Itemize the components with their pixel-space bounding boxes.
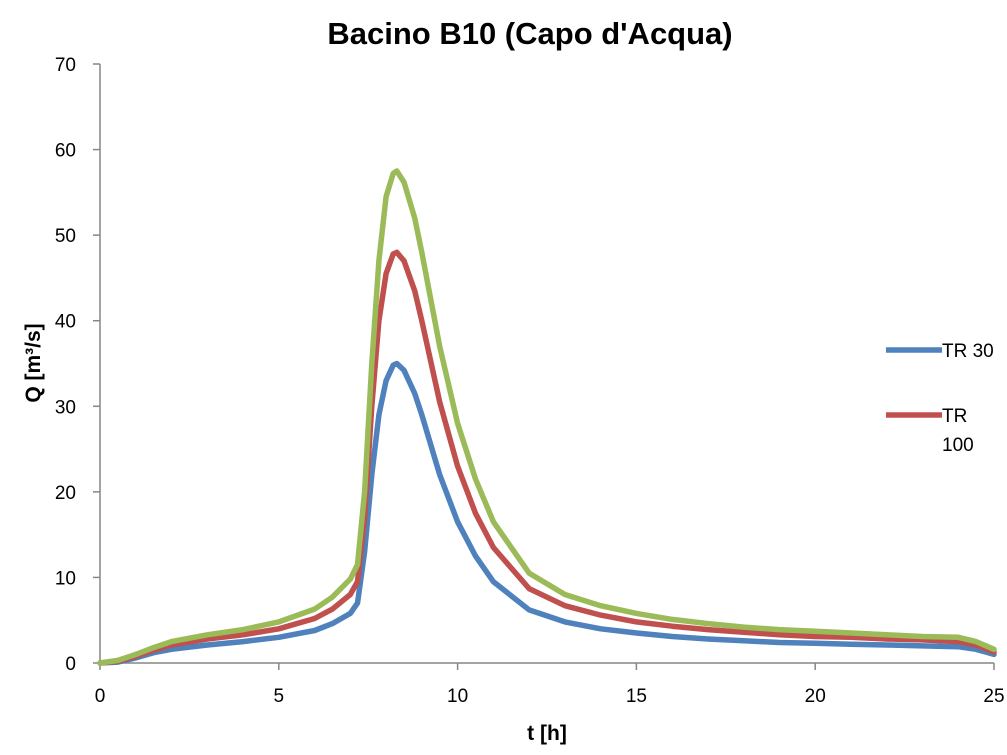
legend-label: TR 100	[942, 406, 974, 456]
y-tick-label: 10	[55, 568, 76, 589]
x-axis-title: t [h]	[527, 722, 567, 745]
y-tick-label: 20	[55, 483, 76, 504]
x-ticks: 0 5 10 15 20 25	[95, 663, 1005, 707]
x-tick-label: 25	[983, 686, 1004, 707]
plot-area: 0 10 20 30 40 50 60 70 0 5 10 15 20 25	[55, 55, 1005, 707]
legend-label: TR 30	[942, 341, 994, 362]
series-line-1	[97, 360, 997, 666]
y-tick-label: 70	[55, 55, 76, 76]
chart-title: Bacino B10 (Capo d'Acqua)	[327, 16, 732, 51]
y-tick-label: 60	[55, 141, 76, 162]
y-ticks: 0 10 20 30 40 50 60 70	[55, 55, 100, 675]
y-tick-label: 50	[55, 226, 76, 247]
x-tick-label: 20	[805, 686, 826, 707]
y-tick-label: 40	[55, 312, 76, 333]
y-tick-label: 0	[65, 654, 76, 675]
y-tick-label: 30	[55, 397, 76, 418]
x-tick-label: 0	[95, 686, 106, 707]
series-lines	[97, 168, 997, 666]
x-tick-label: 5	[274, 686, 285, 707]
x-tick-label: 10	[447, 686, 468, 707]
series-line-2	[97, 249, 997, 666]
legend: TR 30 TR 100	[886, 341, 994, 456]
series-line-3	[97, 168, 997, 666]
x-tick-label: 15	[626, 686, 647, 707]
y-axis-title: Q [m³/s]	[22, 323, 45, 402]
